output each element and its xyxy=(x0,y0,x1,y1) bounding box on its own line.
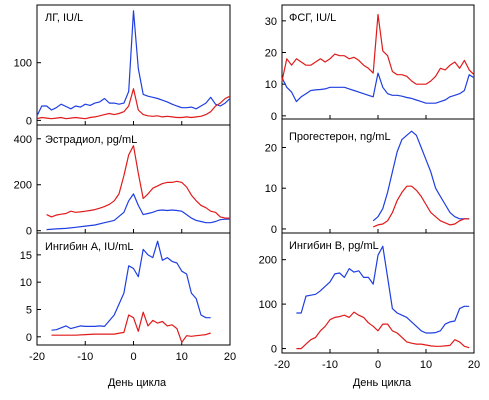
series-line-1 xyxy=(372,130,470,222)
x-tick-label: 20 xyxy=(224,351,236,363)
y-tick-label: 400 xyxy=(14,134,32,146)
panel-title: Ингибин B, pg/mL xyxy=(289,240,379,252)
panel-title: Ингибин A, IU/mL xyxy=(45,241,134,253)
series-line-2 xyxy=(281,13,475,85)
y-tick-label: 10 xyxy=(265,79,277,91)
x-tick-label: 10 xyxy=(176,351,188,363)
x-tick-label: -20 xyxy=(29,351,45,363)
series-line-2 xyxy=(36,88,231,120)
series-line-2 xyxy=(296,311,470,350)
chart-panel-5: 0 10 20 Прогестерон, ng/mL xyxy=(265,118,475,236)
series-line-1 xyxy=(46,193,230,231)
chart-panel-2: 0 200 400 Эстрадиол, pg/mL xyxy=(14,124,231,238)
x-tick-label: -10 xyxy=(322,359,338,371)
y-tick-label: 100 xyxy=(259,299,277,311)
panel-title: ЛГ, IU/L xyxy=(45,12,83,24)
x-axis-label-left: День цикла xyxy=(108,377,167,389)
series-line-1 xyxy=(51,240,211,331)
x-tick-label: -20 xyxy=(274,359,290,371)
x-tick-label: -10 xyxy=(77,351,93,363)
y-tick-label: 0 xyxy=(26,115,32,127)
series-line-2 xyxy=(51,311,211,343)
panel-title: ФСГ, IU/L xyxy=(289,12,336,24)
x-tick-label: 0 xyxy=(130,351,136,363)
y-tick-label: 20 xyxy=(265,48,277,60)
x-tick-label: 20 xyxy=(468,359,480,371)
y-tick-label: 30 xyxy=(265,16,277,28)
chart-panel-3: 0 5 10 15 -20 -10 0 10 20 Ингибин A, IU/mL xyxy=(20,232,236,363)
y-tick-label: 0 xyxy=(271,344,277,356)
chart-panel-1: 0 100 ЛГ, IU/L xyxy=(14,4,231,127)
x-axis-label-right: День цикла xyxy=(353,377,412,389)
y-tick-label: 20 xyxy=(265,143,277,155)
x-tick-label: 10 xyxy=(420,359,432,371)
x-tick-label: 0 xyxy=(375,359,381,371)
y-tick-label: 5 xyxy=(26,304,32,316)
series-line-2 xyxy=(372,185,470,228)
series-line-2 xyxy=(46,145,230,219)
y-tick-label: 10 xyxy=(265,183,277,195)
series-line-1 xyxy=(296,245,470,334)
chart-panel-6: 0 100 200 -20 -10 0 10 20 Ингибин B, pg/mL xyxy=(259,232,480,371)
y-tick-label: 200 xyxy=(259,255,277,267)
y-tick-label: 200 xyxy=(14,180,32,192)
y-tick-label: 0 xyxy=(271,111,277,123)
y-tick-label: 15 xyxy=(20,250,32,262)
y-tick-label: 10 xyxy=(20,277,32,289)
y-tick-label: 0 xyxy=(26,332,32,344)
y-tick-label: 0 xyxy=(271,224,277,236)
panel-title: Прогестерон, ng/mL xyxy=(289,131,391,143)
chart-panel-4: 0 10 20 30 ФСГ, IU/L xyxy=(265,4,475,123)
y-tick-label: 0 xyxy=(26,226,32,238)
panel-title: Эстрадиол, pg/mL xyxy=(45,134,137,146)
series-line-1 xyxy=(36,10,231,117)
y-tick-label: 100 xyxy=(14,58,32,70)
series-line-1 xyxy=(281,72,475,104)
